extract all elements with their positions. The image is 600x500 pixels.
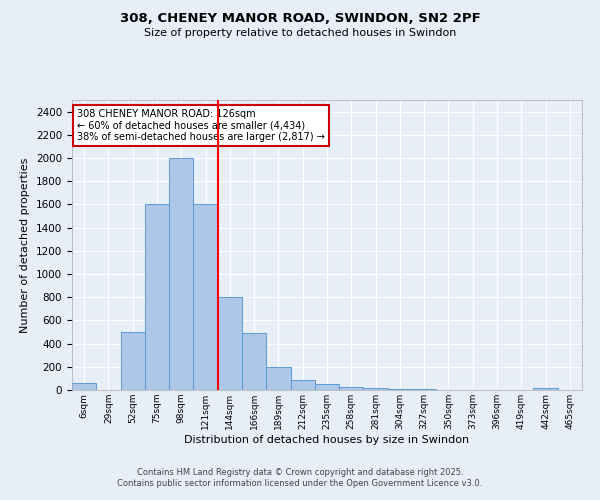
Bar <box>533 388 558 390</box>
Bar <box>242 333 266 390</box>
Bar <box>339 386 364 390</box>
Bar <box>364 388 388 390</box>
Bar <box>121 332 145 390</box>
Bar <box>388 389 412 390</box>
Bar <box>266 367 290 390</box>
Y-axis label: Number of detached properties: Number of detached properties <box>20 158 31 332</box>
Bar <box>72 383 96 390</box>
Text: Contains HM Land Registry data © Crown copyright and database right 2025.
Contai: Contains HM Land Registry data © Crown c… <box>118 468 482 487</box>
Text: 308 CHENEY MANOR ROAD: 126sqm
← 60% of detached houses are smaller (4,434)
38% o: 308 CHENEY MANOR ROAD: 126sqm ← 60% of d… <box>77 108 325 142</box>
Bar <box>169 158 193 390</box>
Text: Size of property relative to detached houses in Swindon: Size of property relative to detached ho… <box>144 28 456 38</box>
Bar <box>290 380 315 390</box>
Bar <box>145 204 169 390</box>
Bar <box>218 297 242 390</box>
Text: 308, CHENEY MANOR ROAD, SWINDON, SN2 2PF: 308, CHENEY MANOR ROAD, SWINDON, SN2 2PF <box>119 12 481 26</box>
Bar <box>193 204 218 390</box>
X-axis label: Distribution of detached houses by size in Swindon: Distribution of detached houses by size … <box>184 434 470 444</box>
Bar <box>315 384 339 390</box>
